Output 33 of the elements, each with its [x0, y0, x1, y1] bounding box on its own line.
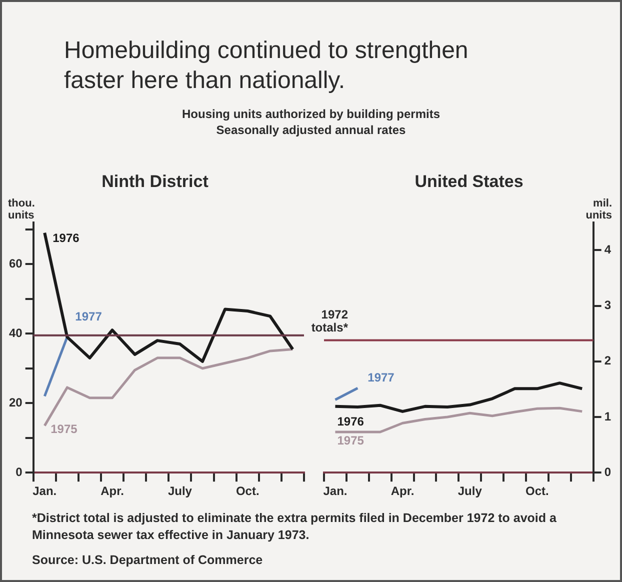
x-tick-label: July: [458, 484, 482, 498]
y-tick-label: 20: [8, 395, 23, 410]
x-tick-label: Apr.: [100, 484, 124, 498]
chart-title: Ninth District: [102, 172, 209, 191]
x-tick-label: Apr.: [390, 484, 414, 498]
y-tick-label: 3: [604, 298, 612, 312]
series-label: 1977: [75, 309, 102, 324]
x-tick-label: Oct.: [236, 484, 260, 498]
x-tick-label: Jan.: [323, 484, 348, 498]
y-tick-label: 4: [604, 242, 612, 257]
source-note: Source: U.S. Department of Commerce: [32, 552, 264, 569]
text: Homebuilding continued to strengthen faster here than nationally.: [64, 36, 470, 96]
y-tick-label: 0: [16, 464, 23, 479]
series-label: 1976: [337, 414, 364, 429]
y-tick-label: 0: [604, 464, 612, 479]
y-tick-label: 1: [604, 409, 612, 424]
x-tick-label: July: [168, 484, 192, 498]
y-tick-label: 2: [604, 354, 612, 368]
x-tick-label: Oct.: [526, 484, 549, 498]
text: Seasonally adjusted annual rates: [215, 122, 407, 138]
chart-title: United States: [414, 172, 524, 191]
y-axis-title: mil. units: [586, 197, 612, 222]
ref-line-label: 1972 totals*: [311, 307, 348, 334]
series-label: 1977: [368, 370, 395, 384]
y-axis-title: thou. units: [8, 197, 35, 222]
series-label: 1975: [50, 422, 78, 436]
x-tick-label: Jan.: [32, 484, 57, 498]
y-tick-label: 40: [8, 326, 23, 340]
y-tick-label: 60: [8, 256, 23, 270]
text: *District total is adjusted to eliminate the extra permits filed in December 1972 to avoid a Minnesota sewer tax effective in January 1973.: [32, 510, 558, 544]
text: Housing units authorized by building permits: [181, 106, 441, 122]
series-label: 1976: [52, 231, 80, 246]
series-label: 1975: [337, 433, 364, 448]
